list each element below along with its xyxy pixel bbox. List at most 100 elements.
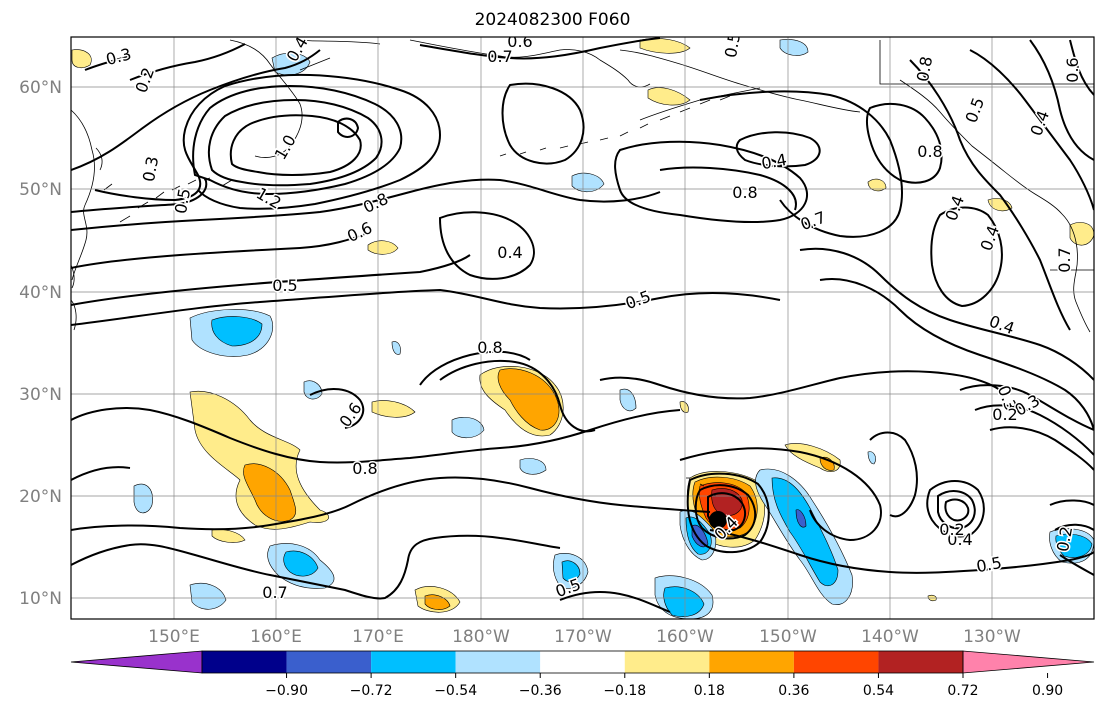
colorbar-bin: [371, 651, 456, 673]
colorbar-bin: [455, 651, 541, 673]
contour-lines: [71, 37, 1094, 613]
contour-label: 0.8: [477, 338, 502, 357]
shade-yellow-region: [639, 38, 691, 54]
contour-label: 0.2: [939, 520, 964, 539]
shade-yellow-region: [679, 401, 689, 413]
colorbar-bin: [878, 651, 963, 673]
colorbar-tick-label: 0.36: [778, 683, 809, 699]
colorbar: −0.90 −0.72 −0.54 −0.36 −0.18 0.18 0.36 0.54 0.7…: [70, 650, 1095, 699]
contour-line: [309, 388, 365, 429]
coastline-japan: [71, 264, 77, 331]
contour-line: [192, 84, 403, 196]
contour-line: [419, 350, 531, 386]
contour-line: [989, 426, 1094, 471]
contour-label: 0.5: [171, 187, 194, 215]
longitude-labels: 150°E 160°E 170°E 180°W 170°W 160°W 150°W 140°W…: [148, 627, 1021, 647]
shade-yellow-region: [211, 529, 246, 543]
contour-line: [84, 55, 131, 71]
contour-label: 0.6: [344, 218, 375, 246]
longitude-label: 140°W: [861, 627, 919, 647]
contour-label: 0.2: [132, 65, 159, 95]
contour-line: [709, 529, 1094, 574]
contour-line: [735, 131, 821, 168]
shade-blue-region: [1055, 533, 1093, 558]
longitude-label: 160°E: [250, 627, 302, 647]
coastline-aleutians: [499, 95, 731, 157]
contour-line: [501, 82, 585, 165]
longitude-label: 170°W: [554, 627, 612, 647]
colorbar-bin: [286, 651, 372, 673]
colorbar-tick-label: 0.54: [863, 683, 894, 699]
contour-label: 0.8: [352, 459, 377, 478]
shade-blue-region: [663, 586, 705, 617]
shade-lightblue-region: [571, 172, 605, 193]
contour-label: 0.4: [760, 150, 788, 173]
contour-line: [799, 247, 1094, 381]
shade-lightblue-region: [519, 458, 547, 475]
shade-blue-region: [561, 560, 581, 582]
contour-line: [71, 177, 208, 213]
contour-line: [71, 476, 711, 531]
contour-line: [419, 37, 661, 60]
contour-label: 0.6: [507, 32, 532, 51]
contour-line: [1049, 499, 1094, 576]
colorbar-tick-label: −0.90: [265, 683, 308, 699]
contour-line: [1029, 39, 1094, 161]
colorbar-extend-max: [962, 650, 1095, 674]
contour-line: [866, 102, 943, 184]
contour-line: [944, 498, 970, 522]
shade-orange-region: [243, 463, 297, 522]
contour-label: 0.4: [947, 530, 972, 549]
contour-line: [614, 140, 809, 224]
contour-line: [229, 114, 362, 176]
shade-blue-region: [211, 316, 263, 347]
longitude-label: 170°E: [352, 627, 404, 647]
contour-labels: 0.30.20.4 0.60.70.30.51.01.2 0.80.60.50.40…: [102, 31, 1083, 604]
shade-lightblue-region: [779, 39, 809, 56]
colorbar-tick-label: −0.36: [519, 683, 562, 699]
contour-line: [937, 490, 976, 530]
contour-label: 0.8: [917, 142, 942, 161]
colorbar-bin: [202, 651, 287, 673]
shade-royalblue-region: [795, 509, 807, 528]
contour-label: 0.5: [623, 287, 653, 314]
gridlines: [71, 37, 1094, 619]
contour-label: 0.4: [977, 223, 1004, 253]
longitude-label: 130°W: [963, 627, 1021, 647]
shade-yellow-region: [367, 240, 399, 255]
contour-label: 0.8: [732, 183, 757, 202]
contour-line: [129, 43, 246, 81]
contour-line: [337, 117, 360, 138]
contour-label: 0.5: [721, 31, 744, 59]
shade-blue-region: [283, 550, 319, 577]
contour-line: [869, 431, 918, 518]
contour-label: 0.5: [975, 553, 1003, 576]
contour-label: 0.3: [139, 155, 162, 183]
contour-line: [969, 49, 1094, 211]
contour-label: 0.8: [360, 189, 391, 217]
longitude-label: 160°W: [656, 627, 714, 647]
shade-lightblue-region: [391, 341, 401, 355]
contour-line: [974, 404, 1094, 456]
contour-label: 0.5: [272, 276, 297, 295]
plot-frame: [70, 36, 1095, 620]
contour-label: 0.7: [487, 47, 512, 66]
colorbar-frame: [201, 650, 964, 674]
colorbar-tick-label: −0.72: [350, 683, 393, 699]
contour-line: [71, 288, 781, 326]
contour-line: [71, 178, 661, 231]
contour-line: [959, 384, 1094, 431]
contour-label: 0.2: [992, 405, 1017, 424]
latitude-label: 10°N: [19, 589, 62, 609]
colorbar-extend-min: [70, 650, 203, 674]
colorbar-bin: [709, 651, 794, 673]
contour-label: 0.4: [987, 312, 1017, 339]
contour-line: [207, 98, 383, 187]
contour-line: [930, 206, 1003, 308]
contour-line: [1069, 39, 1094, 96]
anomaly-shading: [71, 38, 1094, 619]
contour-line: [439, 359, 596, 433]
contour-label: 0.7: [262, 583, 287, 602]
contour-line: [71, 534, 561, 600]
